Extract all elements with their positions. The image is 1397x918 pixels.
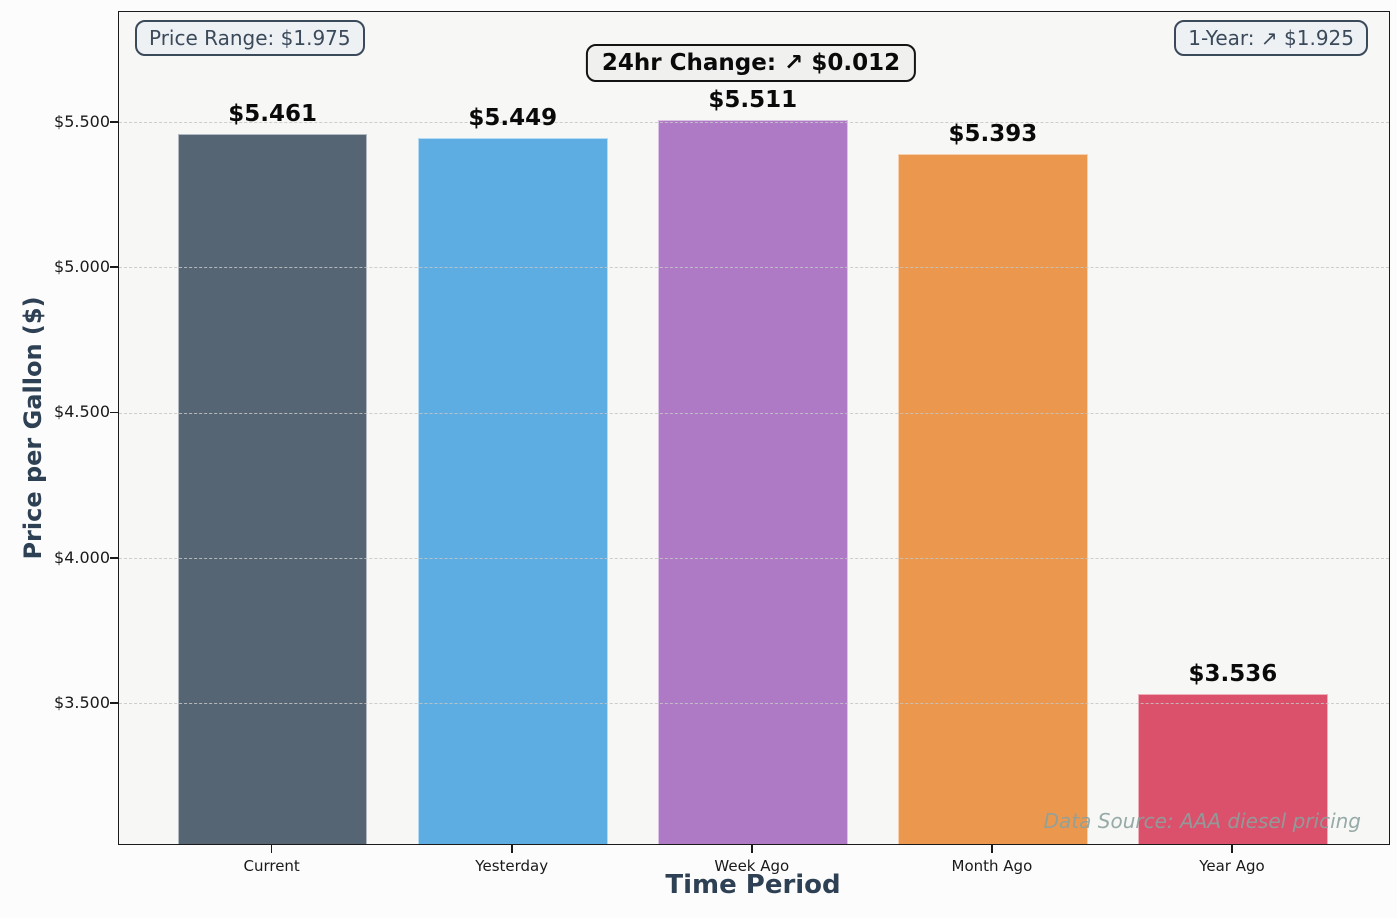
bar-value-label: $3.536 — [1188, 660, 1278, 687]
bar-week-ago — [657, 119, 848, 844]
bar-value-label: $5.461 — [228, 101, 318, 128]
bar-current — [177, 134, 368, 844]
change-24hr-badge: 24hr Change: ↗ $0.012 — [585, 44, 917, 82]
bar-value-label: $5.449 — [468, 104, 558, 131]
x-tick-label-current: Current — [243, 857, 300, 875]
y-tick-mark — [110, 411, 118, 414]
bar-month-ago — [898, 154, 1088, 844]
bar-value-label: $5.393 — [948, 121, 1038, 148]
x-tick-label-yesterday: Yesterday — [475, 857, 549, 875]
x-tick-mark — [510, 845, 513, 853]
bar-year-ago — [1138, 693, 1328, 844]
bar-yesterday — [417, 137, 608, 844]
bar-value-label: $5.511 — [708, 86, 798, 113]
y-axis-title: Price per Gallon ($) — [19, 296, 47, 560]
y-tick-label: $4.000 — [54, 547, 110, 567]
y-tick-mark — [110, 702, 118, 704]
plot-area: Data Source: AAA diesel pricing $5.461 $5… — [118, 11, 1390, 845]
x-tick-label-week-ago: Week Ago — [714, 857, 790, 875]
y-tick-label: $3.500 — [54, 692, 110, 712]
y-tick-label: $5.000 — [54, 257, 110, 277]
price-range-badge: Price Range: $1.975 — [135, 20, 365, 56]
y-tick-label: $4.500 — [54, 402, 110, 422]
x-tick-mark — [270, 845, 273, 853]
x-tick-mark — [991, 845, 993, 853]
x-axis-title: Time Period — [665, 870, 841, 900]
y-tick-mark — [110, 266, 118, 269]
y-tick-mark — [110, 556, 118, 559]
x-tick-mark — [1231, 845, 1233, 853]
one-year-badge: 1-Year: ↗ $1.925 — [1174, 20, 1368, 56]
x-tick-mark — [750, 845, 753, 853]
y-tick-mark — [110, 121, 118, 123]
x-tick-label-year-ago: Year Ago — [1199, 857, 1265, 875]
y-tick-label: $5.500 — [54, 111, 110, 131]
data-source-watermark: Data Source: AAA diesel pricing — [1043, 809, 1361, 833]
x-tick-label-month-ago: Month Ago — [951, 857, 1033, 875]
